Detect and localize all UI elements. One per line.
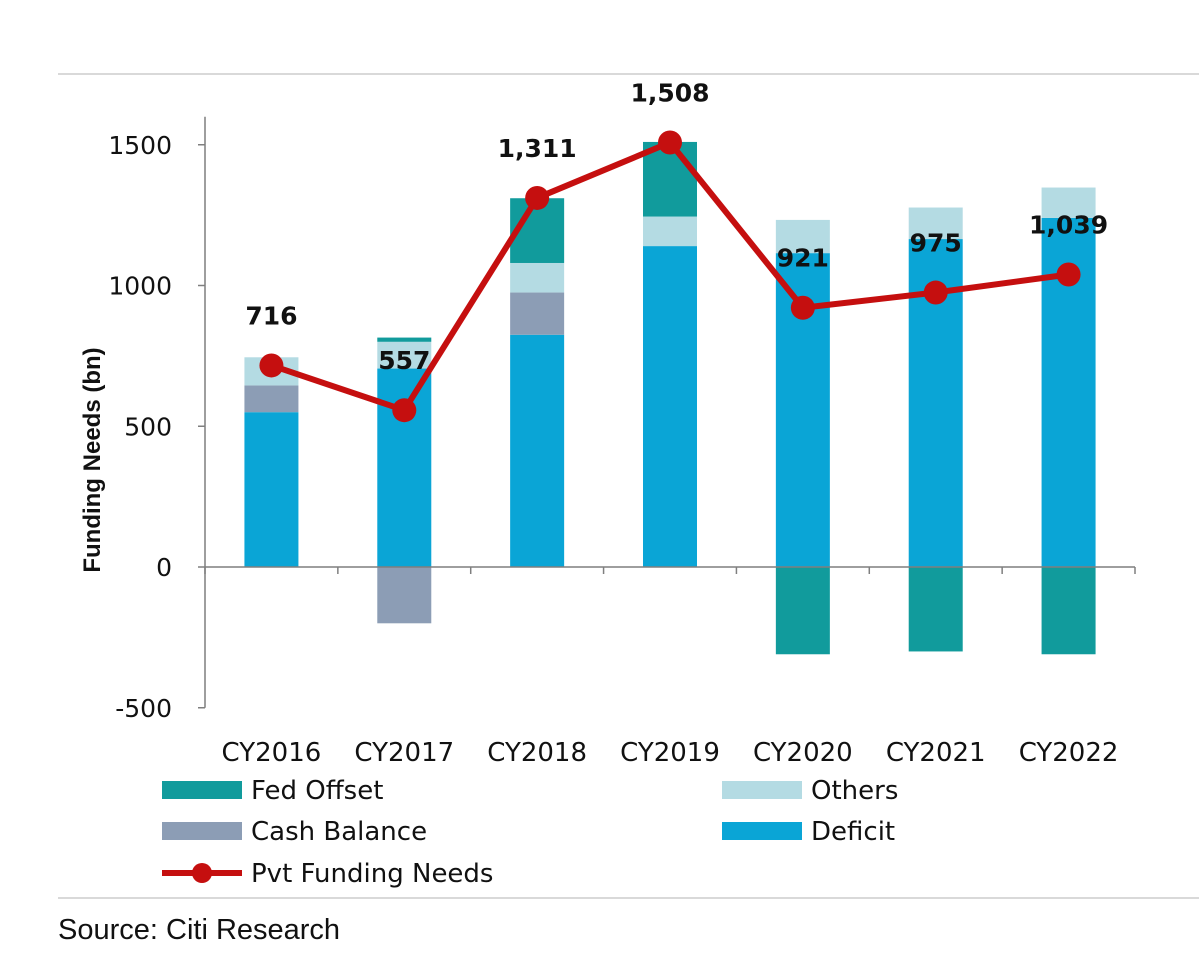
pvt-funding-point [658, 130, 682, 155]
x-tick-label: CY2017 [354, 738, 454, 768]
bar-others-cy2021 [908, 207, 963, 240]
bar-others-cy2022 [1041, 187, 1096, 218]
pvt-funding-line-series: 716 557 1,311 1,508 921 975 1,039 [245, 78, 1108, 423]
x-tick-label: CY2022 [1019, 738, 1119, 768]
x-tick-label: CY2021 [886, 738, 986, 768]
bar-others-cy2019 [643, 216, 697, 247]
bar-fed-cy2021 [908, 567, 963, 652]
pvt-funding-data-label: 921 [777, 244, 829, 273]
pvt-funding-point [923, 280, 948, 305]
source-note: Source: Citi Research [58, 914, 341, 946]
bar-others-cy2020 [775, 219, 830, 254]
y-tick-label: -500 [115, 694, 172, 723]
bar-fed-cy2017 [377, 337, 432, 342]
legend-label: Fed Offset [251, 776, 383, 806]
y-axis: 1500 1000 500 0 -500 [108, 116, 206, 723]
y-axis-title: Funding Needs (bn) [79, 347, 106, 572]
bar-deficit-cy2018 [510, 334, 565, 567]
legend-swatch [162, 781, 242, 799]
x-tick-label: CY2019 [620, 738, 720, 768]
pvt-funding-data-label: 975 [910, 229, 962, 258]
bar-deficit-cy2019 [643, 246, 697, 567]
bar-deficit-cy2016 [244, 412, 299, 567]
pvt-funding-data-label: 1,508 [630, 78, 709, 107]
pvt-funding-point [525, 185, 550, 210]
bar-cash-cy2018 [510, 292, 565, 335]
legend-swatch [722, 781, 802, 799]
legend-label: Deficit [811, 817, 895, 847]
bar-fed-cy2022 [1041, 567, 1096, 655]
legend: Fed Offset Others Cash Balance Deficit Pvt F… [162, 776, 898, 889]
legend-label: Cash Balance [251, 817, 427, 847]
x-tick-label: CY2020 [753, 738, 853, 768]
legend-label: Others [811, 776, 898, 806]
pvt-funding-data-label: 716 [245, 301, 297, 330]
legend-swatch [162, 822, 242, 840]
pvt-funding-point [392, 398, 417, 423]
legend-swatch [722, 822, 802, 840]
y-tick-label: 1500 [108, 131, 172, 160]
y-tick-label: 500 [124, 412, 172, 441]
pvt-funding-point [790, 295, 815, 320]
pvt-funding-data-label: 1,039 [1029, 211, 1108, 240]
x-tick-label: CY2018 [487, 738, 587, 768]
legend-label: Pvt Funding Needs [251, 859, 493, 889]
pvt-funding-point [1056, 262, 1081, 287]
y-tick-label: 0 [156, 553, 172, 582]
bar-others-cy2018 [510, 262, 565, 293]
pvt-funding-data-label: 557 [378, 346, 430, 375]
legend-marker [192, 863, 212, 883]
bar-series [244, 141, 1096, 655]
bar-cash-cy2016 [244, 385, 299, 413]
y-tick-label: 1000 [108, 272, 172, 301]
pvt-funding-point [259, 353, 284, 378]
x-tick-label: CY2016 [222, 738, 322, 768]
x-axis: CY2016 CY2017 CY2018 CY2019 CY2020 CY2021 CY20… [204, 566, 1136, 768]
bar-fed-cy2020 [775, 567, 830, 655]
pvt-funding-data-label: 1,311 [498, 134, 577, 163]
bar-cash-cy2017 [377, 567, 432, 624]
bar-others-cy2017 [377, 341, 432, 369]
